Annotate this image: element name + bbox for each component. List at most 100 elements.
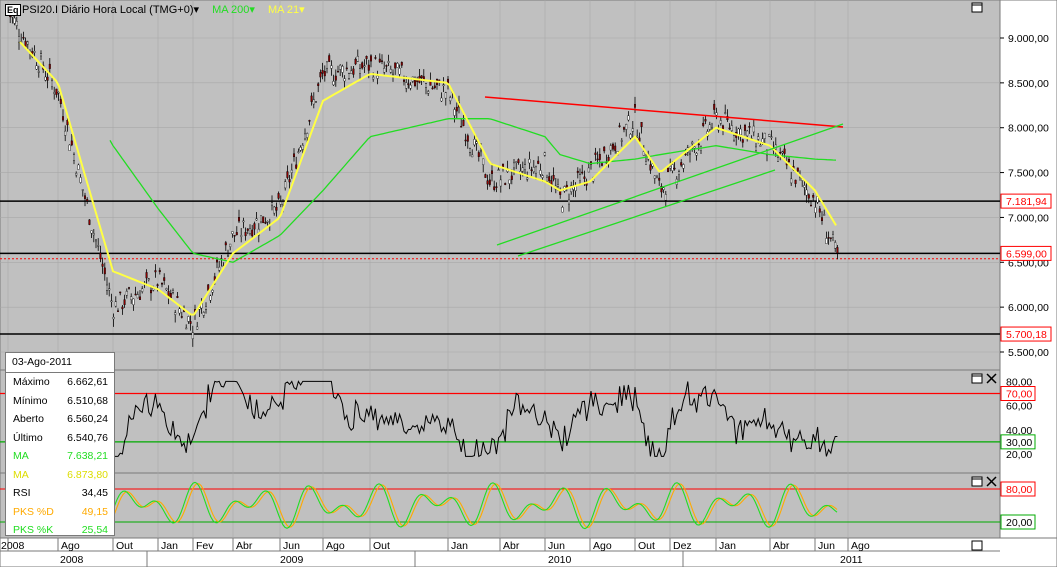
price-candle (827, 237, 830, 239)
rsi-tick-label: 80,00 (1006, 376, 1032, 388)
price-candle (46, 76, 49, 81)
price-candle (477, 152, 480, 157)
price-candle (667, 167, 670, 173)
price-candle (788, 159, 791, 163)
price-candle (328, 55, 331, 62)
price-candle (741, 139, 744, 143)
price-candle (521, 167, 524, 172)
price-candle (295, 164, 298, 169)
pks-level-badge (1000, 481, 1036, 497)
price-candle (119, 291, 122, 294)
rsi-tick-label: 30,00 (1006, 437, 1032, 449)
price-tick-label: 5.500,00 (1008, 347, 1049, 359)
month-label: Jan (719, 540, 736, 552)
price-candle (114, 301, 117, 307)
price-candle (306, 133, 309, 138)
price-candle (493, 186, 496, 190)
price-candle (187, 316, 190, 322)
info-label: PKS %D (13, 505, 54, 518)
price-candle (224, 242, 227, 246)
price-candle (341, 66, 344, 73)
price-candle (713, 103, 716, 110)
price-candle (215, 259, 218, 263)
month-label: 2008 (1, 540, 25, 552)
price-candle (669, 165, 672, 169)
close-pks-panel-icon[interactable] (986, 476, 997, 487)
price-tick-label: 7.000,00 (1008, 212, 1049, 224)
info-value: 34,45 (81, 487, 108, 499)
maximize-time-axis-button[interactable] (971, 540, 983, 551)
price-candle (708, 124, 711, 130)
price-candle (420, 75, 423, 79)
price-candle (15, 21, 18, 26)
price-candle (640, 122, 643, 127)
month-label: Ago (851, 540, 870, 552)
maximize-pks-panel-button[interactable] (971, 476, 983, 487)
price-candle (293, 153, 296, 158)
chart-title-dropdown[interactable]: PSI20.I Diário Hora Local (TMG+0)▾ (22, 4, 199, 16)
price-level-label: 6.599,00 (1006, 248, 1047, 260)
price-candle (680, 162, 683, 166)
price-candle (191, 332, 194, 340)
price-candle (92, 233, 95, 236)
price-candle (486, 180, 489, 185)
price-candle (121, 306, 124, 310)
price-candle (332, 81, 335, 86)
info-value: 6.540,76 (67, 431, 108, 444)
ma200-toggle[interactable]: MA 200▾ (212, 4, 255, 16)
price-candle (189, 321, 192, 324)
price-candle (94, 239, 97, 242)
price-candle (570, 185, 573, 193)
price-candle (629, 134, 632, 139)
price-candle (226, 255, 229, 258)
price-candle (794, 179, 797, 184)
maximize-rsi-panel-button[interactable] (971, 373, 983, 384)
price-candle (409, 84, 412, 89)
price-candle (469, 148, 472, 153)
price-candle (273, 206, 276, 214)
price-candle (136, 294, 139, 299)
price-candle (160, 282, 163, 285)
price-candle (770, 136, 773, 138)
price-candle (537, 160, 540, 164)
info-label: PKS %K (13, 524, 54, 536)
price-candle (237, 217, 240, 222)
chevron-down-icon: ▾ (193, 4, 200, 16)
price-candle (576, 170, 579, 173)
price-candle (678, 171, 681, 175)
price-candle (323, 71, 326, 77)
price-candle (453, 109, 456, 116)
price-candle (79, 177, 82, 183)
info-label: RSI (13, 487, 31, 499)
price-candle (72, 154, 75, 161)
price-candle (508, 179, 511, 184)
price-candle (51, 80, 54, 88)
price-candle (625, 124, 628, 130)
symbol-badge: Eq (5, 4, 21, 16)
close-rsi-panel-icon[interactable] (986, 373, 997, 384)
info-row: MA 7.638,21 (6, 447, 114, 466)
ma21-toggle[interactable]: MA 21▾ (268, 4, 305, 16)
price-candle (158, 270, 161, 272)
price-candle (86, 199, 89, 202)
price-candle (231, 231, 234, 234)
price-candle (405, 82, 408, 89)
price-candle (557, 184, 560, 187)
rsi-tick-label: 70,00 (1006, 389, 1032, 401)
price-candle (733, 135, 736, 141)
price-candle (185, 327, 188, 330)
chart-title: PSI20.I Diário Hora Local (TMG+0) (22, 4, 194, 16)
price-level-badge (1000, 326, 1052, 342)
price-tick-label: 8.500,00 (1008, 78, 1049, 90)
price-candle (781, 151, 784, 154)
price-candle (673, 167, 676, 170)
price-candle (372, 76, 375, 80)
maximize-price-panel-button[interactable] (971, 2, 983, 13)
price-candle (422, 76, 425, 80)
month-label: Jun (548, 540, 565, 552)
price-candle (66, 120, 69, 126)
price-candle (697, 143, 700, 146)
info-row: Último 6.540,76 (6, 429, 114, 448)
month-label: Ago (593, 540, 612, 552)
